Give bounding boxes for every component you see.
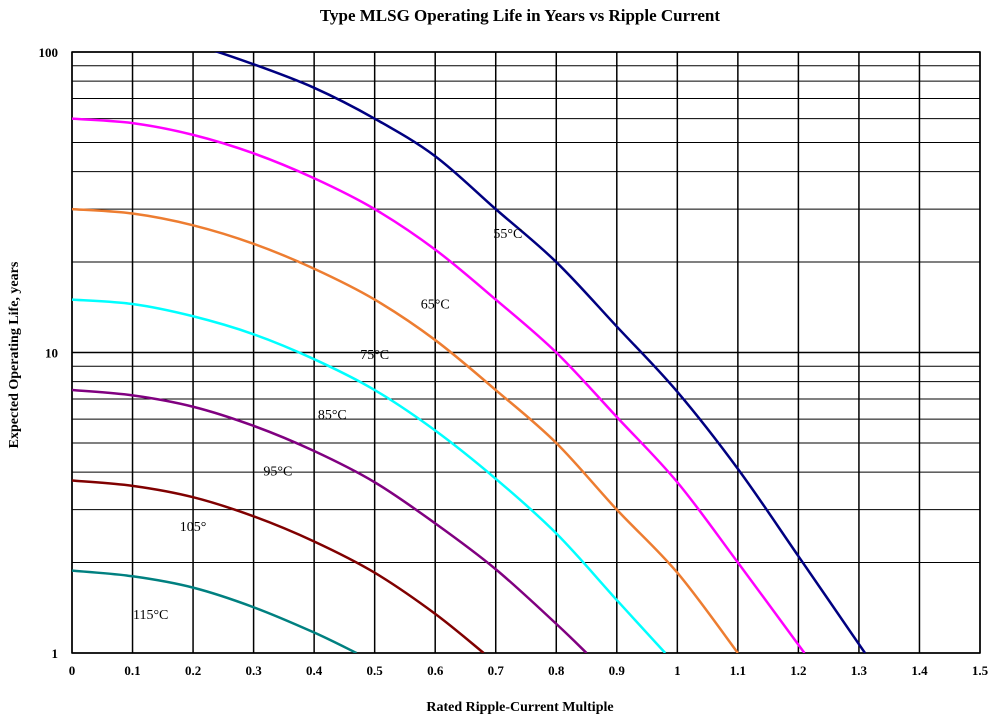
series-label-2: 75°C	[360, 348, 389, 363]
x-tick-label: 0.3	[245, 663, 262, 678]
series-line-0	[72, 28, 865, 653]
series-label-4: 95°C	[263, 464, 292, 479]
series-line-5	[72, 481, 484, 653]
series-line-1	[72, 119, 804, 653]
x-tick-label: 0.9	[609, 663, 626, 678]
x-tick-label: 0.2	[185, 663, 201, 678]
series-label-0: 55°C	[493, 227, 522, 242]
x-tick-label: 1.1	[730, 663, 746, 678]
x-tick-label: 1.5	[972, 663, 989, 678]
series-layer	[72, 28, 865, 653]
series-line-2	[72, 209, 738, 653]
x-tick-label: 1.3	[851, 663, 868, 678]
x-tick-label: 0.6	[427, 663, 444, 678]
series-label-5: 105°	[180, 520, 207, 535]
series-label-1: 65°C	[421, 298, 450, 313]
series-label-3: 85°C	[318, 408, 347, 423]
series-labels: 55°C 65°C 75°C 85°C 95°C 105° 115°C	[133, 227, 522, 623]
series-label-6: 115°C	[133, 608, 168, 623]
y-tick-label: 1	[52, 646, 59, 661]
grid	[72, 52, 980, 653]
x-tick-label: 1.4	[911, 663, 928, 678]
x-tick-label: 1	[674, 663, 681, 678]
x-tick-label: 0	[69, 663, 76, 678]
x-tick-label: 0.7	[488, 663, 505, 678]
x-tick-label: 0.4	[306, 663, 323, 678]
x-tick-label: 0.8	[548, 663, 565, 678]
x-tick-label: 1.2	[790, 663, 806, 678]
y-tick-label: 100	[39, 45, 59, 60]
x-tick-label: 0.1	[124, 663, 140, 678]
x-tick-label: 0.5	[367, 663, 384, 678]
y-tick-label: 10	[45, 346, 58, 361]
